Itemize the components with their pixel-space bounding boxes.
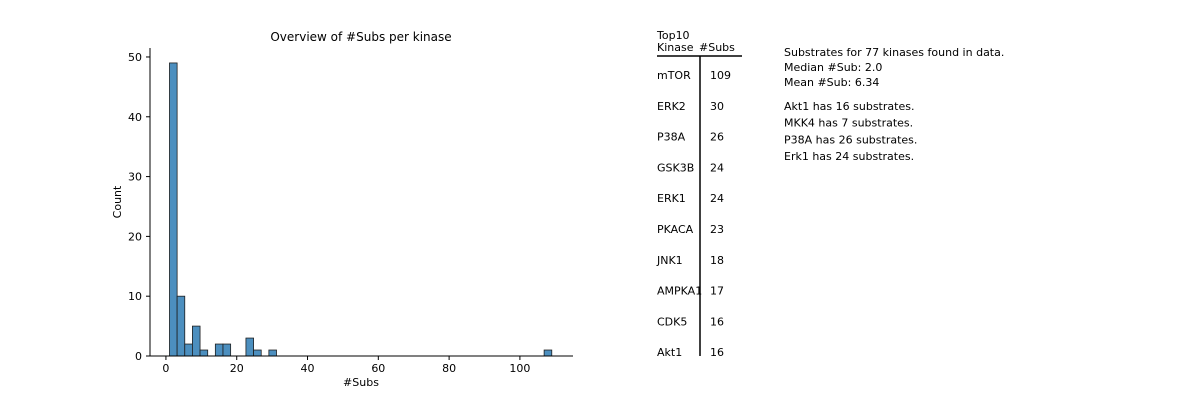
- table-header-subs: #Subs: [699, 41, 735, 54]
- x-tick-label: 80: [442, 362, 456, 375]
- table-kinase-cell: mTOR: [657, 69, 691, 82]
- histogram-bar: [222, 343, 232, 357]
- detail-line: MKK4 has 7 substrates.: [784, 117, 913, 130]
- histogram-bar: [268, 349, 277, 357]
- chart-title: Overview of #Subs per kinase: [270, 30, 451, 44]
- table-subs-cell: 24: [710, 192, 724, 205]
- summary-line: Mean #Sub: 6.34: [784, 76, 879, 89]
- summary-notes: Substrates for 77 kinases found in data.…: [784, 46, 1004, 163]
- histogram-bar: [543, 349, 553, 357]
- x-tick-label: 20: [230, 362, 244, 375]
- summary-line: Median #Sub: 2.0: [784, 61, 882, 74]
- table-kinase-cell: JNK1: [656, 254, 683, 267]
- table-subs-cell: 16: [710, 346, 724, 359]
- y-tick-label: 20: [128, 230, 142, 243]
- table-header-top10: Top10: [656, 29, 690, 42]
- table-subs-cell: 109: [710, 69, 731, 82]
- table-kinase-cell: PKACA: [657, 223, 694, 236]
- summary-line: Substrates for 77 kinases found in data.: [784, 46, 1004, 59]
- x-tick-label: 0: [162, 362, 169, 375]
- histogram-bar: [253, 349, 262, 357]
- top10-table: Top10 Kinase #Subs mTOR 109 ERK2 30 P38A 26 GS…: [656, 29, 742, 359]
- x-axis-label: #Subs: [343, 376, 379, 389]
- table-kinase-cell: AMPKA1: [657, 285, 702, 298]
- histogram-bar: [176, 295, 186, 357]
- table-subs-cell: 30: [710, 100, 724, 113]
- y-axis-ticks: 0 10 20 30 40 50: [128, 51, 150, 363]
- histogram-chart: Overview of #Subs per kinase 0 20 40 60 80 10…: [111, 30, 573, 389]
- table-header-kinase: Kinase: [657, 41, 694, 54]
- table-subs-cell: 24: [710, 161, 724, 174]
- table-kinase-cell: P38A: [657, 131, 686, 144]
- table-rows: mTOR 109 ERK2 30 P38A 26 GSK3B 24 ERK1 24 PKACA 23 J…: [656, 69, 731, 359]
- x-tick-label: 60: [371, 362, 385, 375]
- histogram-bar: [184, 343, 193, 357]
- table-kinase-cell: Akt1: [657, 346, 682, 359]
- histogram-bar: [169, 62, 178, 357]
- table-kinase-cell: ERK1: [657, 192, 686, 205]
- y-tick-label: 10: [128, 290, 142, 303]
- y-tick-label: 40: [128, 111, 142, 124]
- table-kinase-cell: ERK2: [657, 100, 686, 113]
- detail-line: Erk1 has 24 substrates.: [784, 150, 914, 163]
- table-subs-cell: 17: [710, 285, 724, 298]
- histogram-bar: [245, 337, 254, 357]
- y-tick-label: 50: [128, 51, 142, 64]
- histogram-bar: [192, 325, 201, 357]
- table-kinase-cell: GSK3B: [657, 161, 694, 174]
- table-subs-cell: 26: [710, 131, 724, 144]
- histogram-bar: [199, 349, 209, 357]
- y-tick-label: 30: [128, 171, 142, 184]
- detail-line: Akt1 has 16 substrates.: [784, 100, 914, 113]
- table-kinase-cell: CDK5: [657, 315, 687, 328]
- table-subs-cell: 18: [710, 254, 724, 267]
- table-subs-cell: 23: [710, 223, 724, 236]
- table-subs-cell: 16: [710, 315, 724, 328]
- x-tick-label: 40: [301, 362, 315, 375]
- y-axis-label: Count: [111, 185, 124, 218]
- histogram-bar: [214, 343, 224, 357]
- histogram-bars: [169, 62, 553, 357]
- x-axis-ticks: 0 20 40 60 80 100: [162, 356, 530, 375]
- y-tick-label: 0: [135, 350, 142, 363]
- detail-line: P38A has 26 substrates.: [784, 133, 917, 146]
- x-tick-label: 100: [509, 362, 530, 375]
